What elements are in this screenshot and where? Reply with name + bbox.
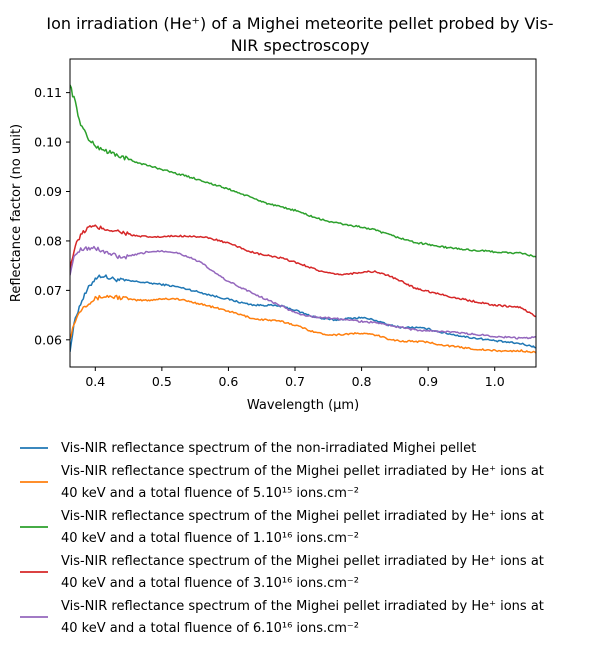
legend-label-5: Vis-NIR reflectance spectrum of the Migh… [61,599,544,614]
x-tick-label: 0.5 [152,374,172,389]
legend-label-4: 40 keV and a total fluence of 3.10¹⁶ ion… [61,576,359,591]
y-tick-label: 0.08 [34,233,62,248]
legend-label-2: 40 keV and a total fluence of 5.10¹⁵ ion… [61,486,359,501]
y-tick-label: 0.10 [34,135,62,150]
chart-title-line1: Ion irradiation (He⁺) of a Mighei meteor… [46,14,553,33]
legend-label-2: Vis-NIR reflectance spectrum of the Migh… [61,464,544,479]
series-line-3 [70,84,536,258]
x-tick-label: 0.7 [285,374,305,389]
series-line-5 [70,245,536,340]
series-line-4 [70,224,536,318]
y-axis: 0.06 0.07 0.08 0.09 0.10 0.11 [34,85,70,347]
legend: Vis-NIR reflectance spectrum of the non-… [20,441,544,636]
x-axis: 0.4 0.5 0.6 0.7 0.8 0.9 1.0 [85,367,505,389]
x-axis-label: Wavelength (μm) [247,398,359,413]
y-tick-label: 0.07 [34,283,62,298]
x-tick-label: 0.4 [85,374,105,389]
series-line-1 [70,274,536,352]
legend-label-5: 40 keV and a total fluence of 6.10¹⁶ ion… [61,621,359,636]
x-tick-label: 0.6 [218,374,238,389]
chart-title-line2: NIR spectroscopy [231,36,370,55]
x-tick-label: 0.8 [352,374,372,389]
x-tick-label: 1.0 [485,374,505,389]
legend-label-4: Vis-NIR reflectance spectrum of the Migh… [61,554,544,569]
series-line-2 [70,294,536,354]
y-axis-label: Reflectance factor (no unit) [9,124,24,302]
plot-frame [69,58,537,368]
legend-label-1: Vis-NIR reflectance spectrum of the non-… [61,441,476,456]
plot-area [70,84,536,354]
x-tick-label: 0.9 [418,374,438,389]
y-tick-label: 0.09 [34,184,62,199]
legend-label-3: 40 keV and a total fluence of 1.10¹⁶ ion… [61,531,359,546]
y-tick-label: 0.11 [34,85,62,100]
y-tick-label: 0.06 [34,332,62,347]
legend-label-3: Vis-NIR reflectance spectrum of the Migh… [61,509,544,524]
